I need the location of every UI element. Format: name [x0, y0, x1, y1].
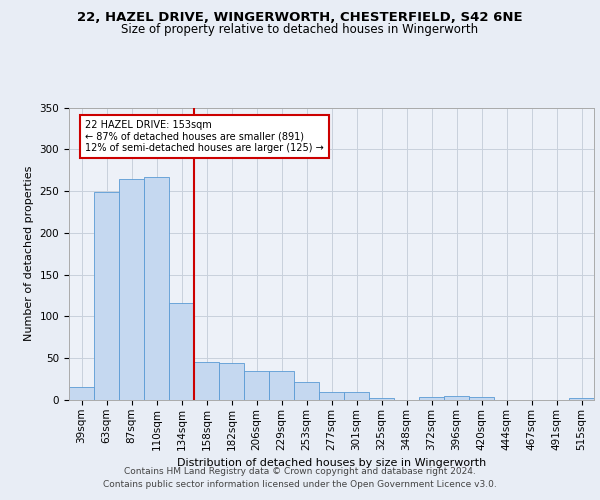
X-axis label: Distribution of detached houses by size in Wingerworth: Distribution of detached houses by size … [177, 458, 486, 468]
Bar [319, 392, 344, 400]
Bar [219, 363, 244, 400]
Bar [119, 178, 144, 400]
Bar [469, 398, 494, 400]
Bar [169, 303, 194, 400]
Text: Size of property relative to detached houses in Wingerworth: Size of property relative to detached ho… [121, 22, 479, 36]
Bar [269, 371, 294, 400]
Bar [69, 386, 94, 400]
Bar [569, 398, 594, 400]
Text: Contains public sector information licensed under the Open Government Licence v3: Contains public sector information licen… [103, 480, 497, 489]
Bar [244, 371, 269, 400]
Bar [94, 192, 119, 400]
Bar [294, 382, 319, 400]
Bar [444, 396, 469, 400]
Bar [419, 396, 444, 400]
Bar [369, 398, 394, 400]
Bar [194, 362, 219, 400]
Text: Contains HM Land Registry data © Crown copyright and database right 2024.: Contains HM Land Registry data © Crown c… [124, 467, 476, 476]
Bar [344, 392, 369, 400]
Text: 22, HAZEL DRIVE, WINGERWORTH, CHESTERFIELD, S42 6NE: 22, HAZEL DRIVE, WINGERWORTH, CHESTERFIE… [77, 11, 523, 24]
Bar [144, 177, 169, 400]
Text: 22 HAZEL DRIVE: 153sqm
← 87% of detached houses are smaller (891)
12% of semi-de: 22 HAZEL DRIVE: 153sqm ← 87% of detached… [85, 120, 324, 153]
Y-axis label: Number of detached properties: Number of detached properties [24, 166, 34, 342]
